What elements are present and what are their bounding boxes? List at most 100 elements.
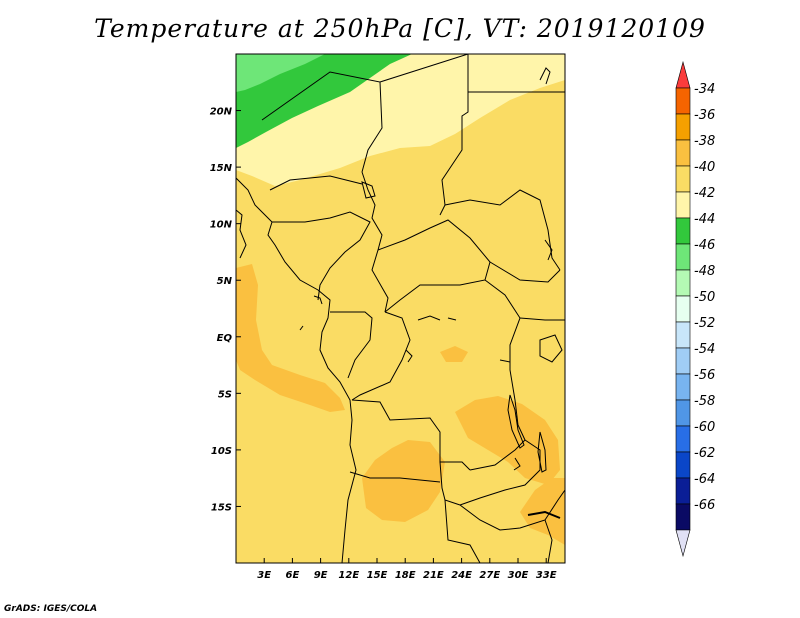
zambia-zimbabwe-border: [459, 489, 565, 531]
longitude-axis: 3E 6E 9E 12E 15E 18E 21E 24E 27E 30E 33E: [257, 558, 557, 581]
lake-victoria: [539, 334, 563, 363]
lat-tick-label: EQ: [217, 333, 233, 344]
colorbar-swatch: [675, 425, 691, 453]
colorbar-swatch: [675, 87, 691, 115]
colorbar-level-label: -46: [694, 238, 715, 253]
lon-tick-label: 6E: [286, 570, 300, 581]
colorbar-swatch: [675, 165, 691, 193]
gabon-coast: [313, 295, 323, 305]
colorbar-level-label: -54: [694, 342, 715, 357]
colorbar-swatch: [675, 451, 691, 479]
colorbar-swatch: [675, 113, 691, 141]
colorbar-swatch: [675, 217, 691, 245]
colorbar-level-label: -58: [694, 394, 715, 409]
colorbar-swatch: [675, 191, 691, 219]
lon-tick-label: 27E: [479, 570, 500, 581]
colorbar-level-label: -52: [694, 316, 715, 331]
bioko-island: [299, 325, 304, 331]
niger-nigeria-border: [269, 175, 363, 191]
lat-tick-label: 5S: [218, 389, 232, 400]
colorbar-swatch: [675, 243, 691, 271]
lake-tanganyika: [507, 394, 525, 449]
colorbar-swatch: [675, 529, 691, 558]
angola-namibia-border: [349, 471, 441, 483]
lon-tick-label: 21E: [423, 570, 444, 581]
lake-kariba: [527, 510, 561, 519]
credit-label: GrADS: IGES/COLA: [4, 604, 98, 614]
colorbar-level-label: -66: [694, 498, 715, 513]
colorbar-level-label: -56: [694, 368, 715, 383]
fill-temp-46: [236, 54, 325, 92]
drc-east-border: [484, 279, 526, 441]
map-fill: [236, 54, 565, 563]
congo-river-2: [447, 317, 457, 321]
lon-tick-label: 24E: [451, 570, 472, 581]
congo-river-1: [417, 315, 441, 321]
sahara-border-2: [379, 54, 469, 83]
lon-tick-label: 12E: [338, 570, 359, 581]
fill-temp-38-angola: [362, 440, 445, 522]
colorbar-swatch: [675, 373, 691, 401]
lat-tick-label: 15N: [210, 163, 233, 174]
colorbar-level-label: -60: [694, 420, 715, 435]
fill-temp-38-congo-east: [455, 396, 560, 485]
lon-tick-label: 9E: [314, 570, 328, 581]
colorbar-swatch: [675, 477, 691, 505]
nile-sudd: [544, 239, 553, 261]
congo-river-3: [405, 349, 413, 363]
nigeria-border: [272, 211, 371, 301]
lake-rukwa: [513, 457, 521, 471]
west-africa-coastline: [236, 177, 357, 563]
colorbar-swatch: [675, 269, 691, 297]
map-boundaries: [236, 54, 565, 563]
colorbar-level-label: -48: [694, 264, 715, 279]
congo-drc-border: [351, 311, 411, 401]
botswana-border: [444, 499, 481, 563]
fill-temp-44: [236, 54, 412, 148]
colorbar-swatch: [675, 321, 691, 349]
angola-zambia-border: [439, 461, 461, 506]
colorbar-level-label: -50: [694, 290, 715, 305]
chad-border: [361, 171, 389, 313]
colorbar-swatch: [675, 399, 691, 427]
map-frame: [235, 53, 566, 564]
lat-tick-label: 10S: [211, 446, 232, 457]
colorbar-level-label: -36: [694, 108, 715, 123]
lake-chad: [361, 181, 376, 199]
colorbar-level-label: -40: [694, 160, 715, 175]
colorbar-level-label: -34: [694, 82, 715, 97]
lon-tick-label: 30E: [508, 570, 529, 581]
lat-tick-label: 20N: [210, 107, 233, 118]
colorbar-swatch: [675, 295, 691, 323]
angola-drc-border: [351, 399, 471, 471]
colorbar-level-label: -42: [694, 186, 715, 201]
zambia-border: [459, 439, 541, 506]
mozambique-border: [544, 519, 553, 563]
lon-tick-label: 3E: [257, 570, 271, 581]
colorbar-swatch: [675, 139, 691, 167]
colorbar-swatch: [675, 503, 691, 531]
lat-tick-label: 5N: [217, 276, 233, 287]
drc-lakes-small: [499, 359, 511, 363]
fill-temp-38-spot: [440, 346, 468, 362]
lon-tick-label: 15E: [367, 570, 388, 581]
lon-tick-label: 33E: [536, 570, 557, 581]
colorbar-level-label: -38: [694, 134, 715, 149]
colorbar-level-label: -44: [694, 212, 715, 227]
red-sea-coast: [539, 67, 551, 85]
latitude-axis: 20N 15N 10N 5N EQ 5S 10S 15S: [210, 107, 241, 513]
uganda-kenya-border: [519, 317, 565, 321]
lon-tick-label: 18E: [395, 570, 416, 581]
chart-title: Temperature at 250hPa [C], VT: 201912010…: [94, 14, 706, 43]
fill-temp-38-west-coast: [236, 264, 345, 412]
colorbar-level-label: -62: [694, 446, 715, 461]
colorbar: -34 -36 -38 -40 -42 -44 -46 -48 -50 -52 -54 -56 -58 -…: [675, 60, 715, 558]
south-sudan-border: [489, 261, 561, 283]
lat-tick-label: 15S: [211, 502, 232, 513]
sudan-border: [444, 189, 561, 271]
colorbar-level-label: -64: [694, 472, 715, 487]
west-coast-detail: [236, 209, 247, 259]
colorbar-swatch: [675, 60, 691, 89]
cameroon-gabon-border: [330, 311, 373, 379]
